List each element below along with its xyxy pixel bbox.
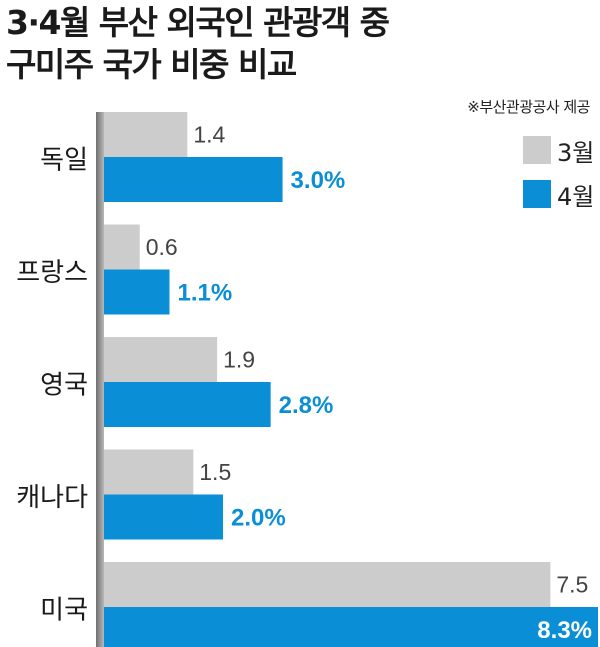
value-label-april-category-2: 2.8% [279,392,334,419]
bar-march-category-0 [104,112,188,157]
bar-march-category-1 [104,224,140,270]
legend: 3월 4월 [523,136,594,225]
value-label-april-category-4: 8.3% [537,617,592,644]
value-label-march-category-0: 1.4 [193,122,225,148]
category-label-0: 독일 [40,146,88,176]
category-label-2: 영국 [40,371,88,401]
value-label-april-category-1: 1.1% [177,279,232,306]
legend-item-march: 3월 [523,136,594,167]
legend-swatch-march [523,136,551,164]
value-label-march-category-2: 1.9 [223,347,255,373]
category-label-4: 미국 [40,596,88,626]
value-label-march-category-4: 7.5 [556,572,588,598]
value-label-april-category-0: 3.0% [291,167,346,194]
bar-april-category-2 [104,382,271,427]
legend-label-april: 4월 [557,182,595,211]
bar-march-category-4 [104,562,551,607]
value-label-march-category-3: 1.5 [199,459,231,485]
bar-april-category-1 [104,269,170,315]
chart-title-line-2: 구미주 국가 비중 비교 [6,45,297,84]
bar-april-category-4 [104,607,598,647]
legend-item-april: 4월 [523,180,594,211]
bar-april-category-3 [104,494,224,540]
value-label-april-category-3: 2.0% [231,504,286,531]
chart-title: 3·4월 부산 외국인 관광객 중 구미주 국가 비중 비교 [6,2,390,86]
legend-swatch-april [523,180,551,208]
bar-march-category-2 [104,337,218,382]
bar-march-category-3 [104,449,194,495]
bar-april-category-0 [104,157,283,202]
chart-title-line-1: 3·4월 부산 외국인 관광객 중 [6,3,390,42]
category-label-3: 캐나다 [16,483,88,513]
legend-label-march: 3월 [557,138,595,167]
category-label-1: 프랑스 [16,258,88,288]
axis-baseline [96,112,104,647]
value-label-march-category-1: 0.6 [146,234,178,260]
source-note: ※부산관광공사 제공 [467,98,590,116]
